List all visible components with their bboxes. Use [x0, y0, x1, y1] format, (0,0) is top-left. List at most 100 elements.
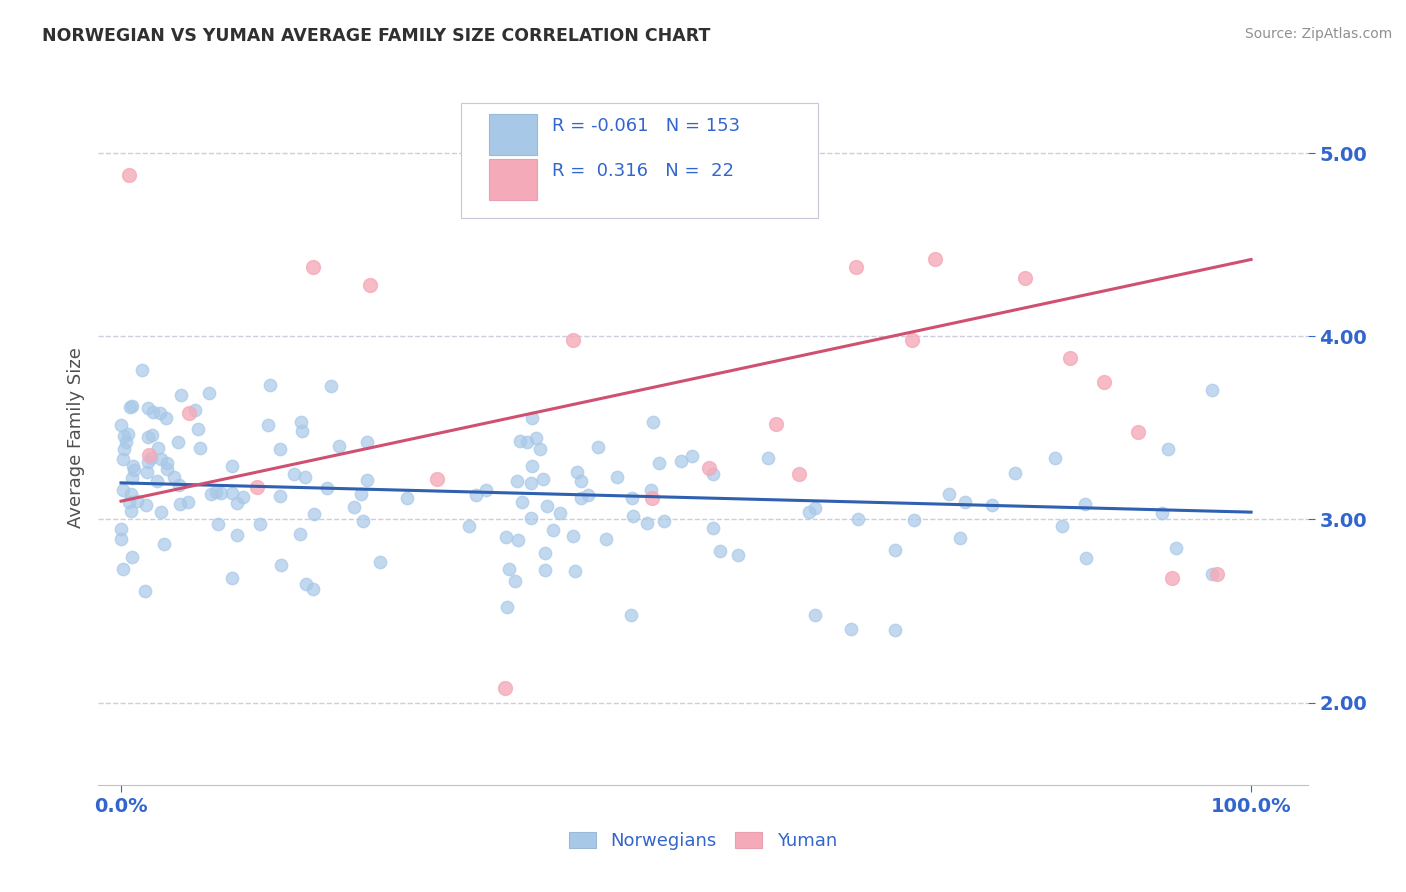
Point [121, 399, 143, 413]
Point [187, 422, 209, 436]
Point [534, 563, 557, 577]
Point [155, 410, 177, 425]
Point [1076, 551, 1098, 566]
Point [343, 500, 366, 514]
Point [621, 491, 644, 506]
Point [149, 451, 172, 466]
Point [111, 561, 134, 575]
Point [110, 417, 132, 432]
Point [153, 537, 176, 551]
Point [142, 404, 165, 418]
Point [475, 483, 498, 498]
Point [112, 429, 135, 443]
Point [294, 576, 316, 591]
Point [669, 454, 692, 468]
Point [588, 440, 610, 454]
Point [1201, 383, 1223, 397]
Point [494, 681, 516, 695]
Point [359, 278, 381, 293]
Point [765, 417, 787, 432]
Point [188, 441, 211, 455]
Point [136, 401, 159, 416]
Point [652, 514, 675, 528]
Point [112, 452, 135, 467]
Point [1059, 351, 1081, 366]
Point [640, 483, 662, 497]
Point [118, 168, 141, 182]
Point [225, 528, 247, 542]
Point [697, 461, 720, 475]
Point [636, 516, 658, 530]
Point [924, 252, 946, 267]
Point [170, 388, 193, 402]
Point [197, 386, 219, 401]
Point [368, 555, 391, 569]
Point [1206, 567, 1229, 582]
Point [799, 505, 821, 519]
Point [205, 484, 228, 499]
Point [534, 545, 557, 559]
Point [156, 456, 179, 470]
Point [120, 504, 142, 518]
Point [121, 471, 143, 485]
Point [1161, 571, 1184, 585]
Point [163, 470, 186, 484]
Point [702, 521, 724, 535]
Point [269, 490, 291, 504]
Text: R =  0.316   N =  22: R = 0.316 N = 22 [551, 162, 734, 180]
Point [503, 574, 526, 588]
Point [246, 479, 269, 493]
Point [1043, 451, 1066, 466]
Point [269, 442, 291, 457]
Point [177, 495, 200, 509]
Point [576, 488, 599, 502]
Legend: Norwegians, Yuman: Norwegians, Yuman [560, 823, 846, 859]
Point [495, 530, 517, 544]
Point [141, 427, 163, 442]
Point [117, 426, 139, 441]
Point [883, 543, 905, 558]
Point [509, 434, 531, 449]
Point [283, 467, 305, 482]
Point [562, 333, 585, 347]
Point [146, 475, 169, 489]
FancyBboxPatch shape [489, 114, 537, 154]
Point [135, 465, 157, 479]
Point [510, 495, 533, 509]
Point [426, 472, 449, 486]
Point [149, 406, 172, 420]
Point [536, 499, 558, 513]
Point [846, 512, 869, 526]
Point [522, 410, 544, 425]
Point [565, 465, 588, 479]
Point [302, 582, 325, 596]
Point [648, 456, 671, 470]
Point [938, 487, 960, 501]
Point [125, 494, 148, 508]
Point [641, 415, 664, 429]
Point [290, 415, 312, 429]
Point [496, 599, 519, 614]
Point [200, 487, 222, 501]
Point [249, 516, 271, 531]
Point [621, 508, 644, 523]
Point [1052, 519, 1074, 533]
Point [156, 462, 179, 476]
Point [901, 333, 924, 347]
Point [981, 498, 1004, 512]
Point [756, 450, 779, 465]
Point [207, 516, 229, 531]
Point [903, 513, 925, 527]
Point [949, 531, 972, 545]
Point [569, 491, 592, 505]
FancyBboxPatch shape [489, 160, 537, 200]
Point [1014, 270, 1036, 285]
Point [221, 458, 243, 473]
Point [110, 532, 132, 546]
Point [681, 449, 703, 463]
Text: Source: ZipAtlas.com: Source: ZipAtlas.com [1244, 27, 1392, 41]
Point [620, 608, 643, 623]
Point [150, 505, 173, 519]
Point [259, 378, 281, 392]
Point [803, 607, 825, 622]
